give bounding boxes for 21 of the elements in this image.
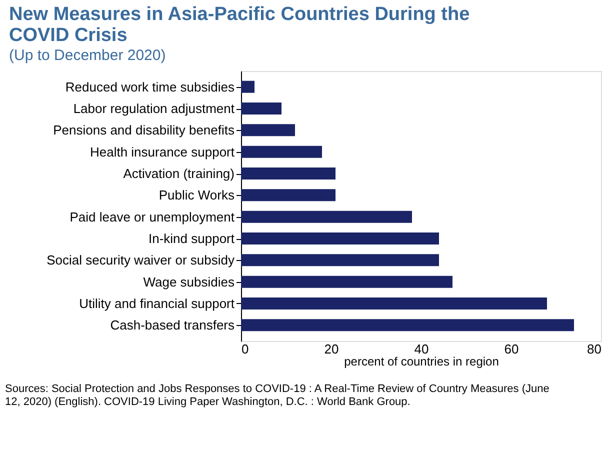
- y-tick-label: Social security waiver or subsidy: [46, 252, 235, 268]
- y-tick-label: In-kind support: [148, 231, 235, 246]
- x-tick-label: 40: [414, 342, 429, 356]
- source-note: Sources: Social Protection and Jobs Responses to COVID-19 : A Real-Time Review of Country Measures (June 12, 2020) (English). COVID-19 Living Paper Washington, D.C. : World Bank Group.: [5, 383, 550, 408]
- y-tick-label: Wage subsidies: [143, 274, 235, 290]
- y-tick-label: Reduced work time subsidies: [65, 79, 235, 94]
- y-tick-label: Utility and financial support: [79, 296, 235, 311]
- x-tick-label: 20: [324, 342, 339, 356]
- y-tick-label: Health insurance support: [90, 144, 235, 160]
- x-tick-label: 0: [242, 342, 249, 356]
- y-tick-label: Labor regulation adjustment: [73, 101, 235, 116]
- y-tick-label: Cash-based transfers: [110, 318, 235, 333]
- x-axis-title: percent of countries in region: [344, 354, 499, 368]
- y-tick-label: Paid leave or unemployment: [70, 209, 235, 224]
- x-tick-label: 60: [504, 342, 519, 356]
- y-tick-label: Pensions and disability benefits: [53, 122, 235, 138]
- y-tick-label: Public Works: [158, 188, 235, 203]
- text: (Up to December 2020): [9, 47, 166, 64]
- chart-title: New Measures in Asia-Pacific Countries During the COVID Crisis: [9, 4, 470, 46]
- x-tick-label: 80: [587, 342, 602, 356]
- y-tick-label: Activation (training): [123, 166, 234, 181]
